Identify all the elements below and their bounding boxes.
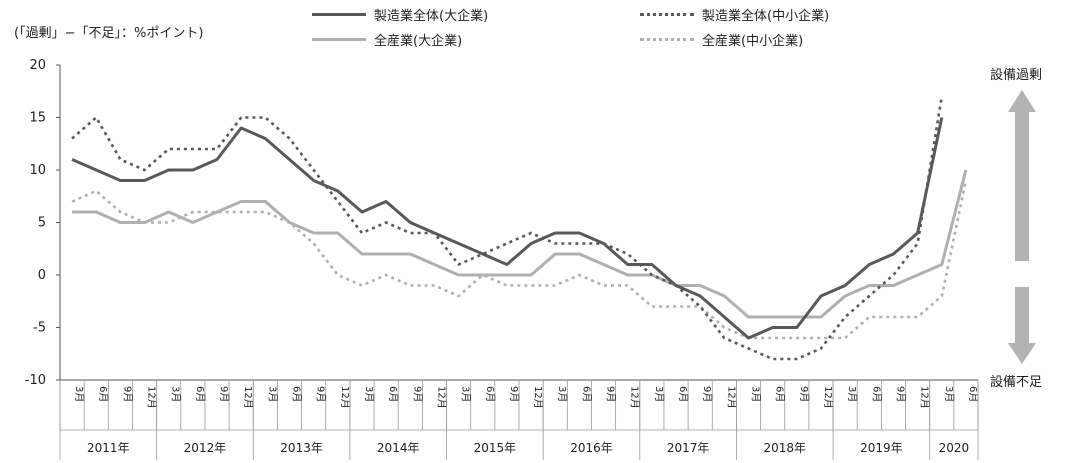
annotation-shortage: 設備不足 (990, 375, 1043, 390)
legend-swatch (312, 38, 366, 41)
x-tick-label: 3月 (170, 386, 182, 402)
x-tick-label: 12月 (242, 386, 254, 409)
x-tick-label: 9月 (315, 386, 327, 402)
year-label: 2011年 (87, 441, 130, 455)
x-tick-label: 3月 (73, 386, 85, 402)
x-tick-label: 3月 (653, 386, 665, 402)
x-tick-label: 9月 (508, 386, 520, 402)
year-label: 2019年 (860, 441, 903, 455)
arrows (1008, 90, 1036, 364)
x-tick-label: 9月 (121, 386, 133, 402)
x-tick-label: 6月 (677, 386, 689, 402)
year-label: 2015年 (474, 441, 517, 455)
x-tick-label: 9月 (701, 386, 713, 402)
legend-swatch (312, 13, 366, 16)
axes: -10 -5 0 5 10 15 20 (25, 58, 978, 388)
y-tick-label: 15 (29, 111, 46, 126)
legend-item-1: 製造業全体(中小企業) (640, 5, 829, 24)
legend-label: 製造業全体(大企業) (374, 9, 489, 24)
y-tick-label: -10 (25, 373, 46, 388)
legend-swatch (640, 13, 694, 16)
x-tick-label: 9月 (894, 386, 906, 402)
year-label: 2020 (939, 441, 970, 455)
x-axis-labels: 3月 6月 9月 12月 3月 6月 9月 12月 3月 6月 9月 12月 3月 6月 9月 12月 3月 6月… (59, 380, 979, 460)
y-tick-label: 20 (29, 58, 46, 73)
x-tick-label: 6月 (484, 386, 496, 402)
arrow-up-shaft (1015, 111, 1029, 261)
x-tick-label: 6月 (387, 386, 399, 402)
x-tick-label: 12月 (339, 386, 351, 409)
x-tick-label: 12月 (629, 386, 641, 409)
x-tick-label: 3月 (846, 386, 858, 402)
x-tick-label: 3月 (460, 386, 472, 402)
arrow-up-head (1008, 90, 1036, 112)
x-tick-label: 12月 (822, 386, 834, 409)
y-tick-label: 5 (38, 216, 46, 231)
series-line-2 (72, 169, 968, 319)
y-tick-label: -5 (33, 321, 46, 336)
x-tick-label: 12月 (146, 386, 158, 409)
x-tick-label: 3月 (750, 386, 762, 402)
x-tick-label: 12月 (435, 386, 447, 409)
series-line-0 (71, 117, 944, 340)
y-tick-label: 0 (38, 268, 46, 283)
x-tick-label: 12月 (919, 386, 931, 409)
x-tick-label: 3月 (556, 386, 568, 402)
x-tick-label: 9月 (605, 386, 617, 402)
x-tick-label: 9月 (218, 386, 230, 402)
annotation-oversupply: 設備過剰 (990, 68, 1043, 83)
year-label: 2016年 (570, 441, 613, 455)
x-tick-label: 6月 (194, 386, 206, 402)
legend-item-0: 製造業全体(大企業) (312, 5, 488, 24)
x-tick-label: 6月 (580, 386, 592, 402)
x-tick-label: 3月 (266, 386, 278, 402)
year-label: 2014年 (377, 441, 420, 455)
year-label: 2013年 (280, 441, 323, 455)
legend-item-3: 全産業(中小企業) (640, 30, 803, 49)
x-tick-label: 12月 (725, 386, 737, 409)
x-tick-label: 3月 (363, 386, 375, 402)
x-tick-label: 6月 (97, 386, 109, 402)
series-layer (71, 96, 968, 361)
arrow-down-shaft (1015, 287, 1029, 344)
year-label: 2012年 (184, 441, 227, 455)
legend-item-2: 全産業(大企業) (312, 30, 462, 49)
y-tick-label: 10 (29, 163, 46, 178)
x-tick-label: 12月 (532, 386, 544, 409)
arrow-down-head (1008, 343, 1036, 364)
year-label: 2018年 (763, 441, 806, 455)
unit-label: (「過剰」−「不足」：%ポイント) (14, 26, 204, 41)
x-tick-label: 9月 (798, 386, 810, 402)
x-tick-label: 6月 (291, 386, 303, 402)
legend-swatch (640, 38, 694, 41)
x-tick-label: 6月 (774, 386, 786, 402)
legend-label: 全産業(大企業) (374, 34, 463, 49)
series-line-3 (71, 180, 968, 340)
x-tick-label: 6月 (870, 386, 882, 402)
year-label: 2017年 (667, 441, 710, 455)
legend-label: 製造業全体(中小企業) (702, 9, 830, 24)
x-tick-label: 6月 (967, 386, 979, 402)
x-tick-label: 9月 (411, 386, 423, 402)
legend-label: 全産業(中小企業) (702, 34, 804, 49)
x-tick-label: 3月 (943, 386, 955, 402)
series-line-1 (71, 96, 944, 361)
